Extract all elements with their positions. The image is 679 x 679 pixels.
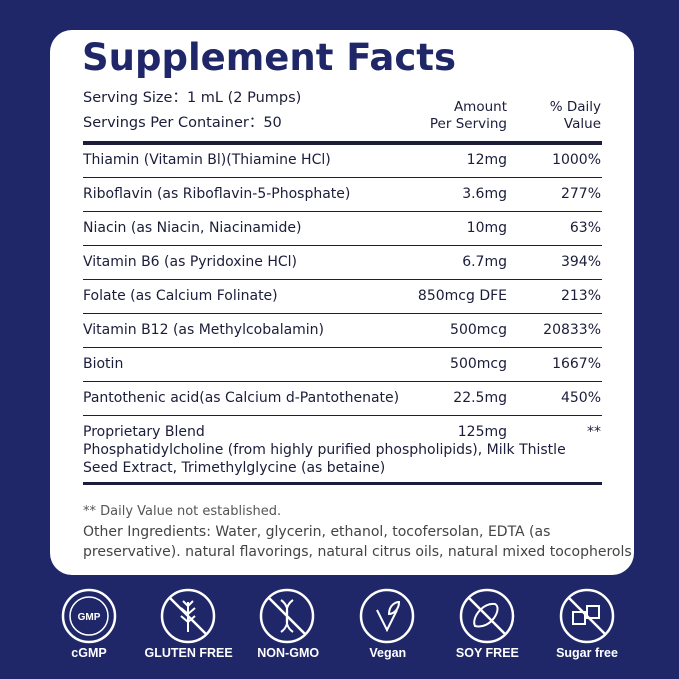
nutrient-name: Folate (as Calcium Folinate): [83, 288, 278, 304]
footnote: ** Daily Value not established.: [83, 504, 282, 519]
badge-label: Vegan: [369, 646, 407, 660]
amount-header: Per Serving: [429, 116, 507, 132]
nutrient-name: Vitamin B6 (as Pyridoxine HCl): [83, 254, 297, 270]
daily-value: 213%: [560, 288, 601, 304]
badge-label: NON-GMO: [257, 646, 320, 660]
divider: [83, 141, 602, 145]
daily-value: 20833%: [543, 322, 601, 338]
amount: 22.5mg: [453, 390, 507, 406]
blend-name: Proprietary Blend: [83, 424, 205, 440]
amount: 850mcg DFE: [417, 288, 507, 304]
blend-description: Phosphatidylcholine (from highly purifie…: [83, 442, 566, 458]
blend-dv: **: [587, 424, 601, 440]
badge-label: Sugar free: [556, 646, 618, 660]
row-divider: [83, 245, 602, 246]
nutrient-name: Thiamin (Vitamin Bl)(Thiamine HCl): [83, 152, 331, 168]
amount: 500mcg: [450, 322, 507, 338]
row-divider: [83, 381, 602, 382]
blend-description: Seed Extract, Trimethylglycine (as betai…: [83, 460, 386, 476]
serving-size: Serving Size：1 mL (2 Pumps): [83, 90, 302, 106]
amount: 3.6mg: [462, 186, 507, 202]
nutrient-name: Niacin (as Niacin, Niacinamide): [83, 220, 302, 236]
row-divider: [83, 177, 602, 178]
amount: 6.7mg: [462, 254, 507, 270]
amount: 10mg: [466, 220, 507, 236]
amount: 500mcg: [450, 356, 507, 372]
divider: [83, 482, 602, 485]
ingredients: Other Ingredients: Water, glycerin, etha…: [83, 524, 551, 540]
daily-value: 450%: [560, 390, 601, 406]
row-divider: [83, 211, 602, 212]
servings: Servings Per Container：50: [83, 115, 282, 131]
daily-value: 63%: [569, 220, 601, 236]
daily-value: 1667%: [552, 356, 601, 372]
ingredients: preservative). natural flavorings, natur…: [83, 544, 632, 560]
daily-value: 1000%: [552, 152, 601, 168]
dv-header: Value: [563, 116, 601, 132]
daily-value: 277%: [560, 186, 601, 202]
daily-value: 394%: [560, 254, 601, 270]
nutrient-name: Pantothenic acid(as Calcium d-Pantothena…: [83, 390, 400, 406]
badge-label: GLUTEN FREE: [144, 646, 233, 660]
title: Supplement Facts: [82, 36, 457, 79]
row-divider: [83, 279, 602, 280]
nutrient-name: Biotin: [83, 356, 124, 372]
row-divider: [83, 313, 602, 314]
row-divider: [83, 415, 602, 416]
gmp-text: GMP: [78, 612, 101, 623]
row-divider: [83, 347, 602, 348]
nutrient-name: Riboflavin (as Riboflavin-5-Phosphate): [83, 186, 351, 202]
badge-label: cGMP: [71, 646, 107, 660]
badge-label: SOY FREE: [455, 646, 519, 660]
blend-amount: 125mg: [457, 424, 507, 440]
amount-header: Amount: [453, 99, 507, 115]
amount: 12mg: [466, 152, 507, 168]
dv-header: % Daily: [549, 99, 601, 115]
nutrient-name: Vitamin B12 (as Methylcobalamin): [83, 322, 325, 338]
